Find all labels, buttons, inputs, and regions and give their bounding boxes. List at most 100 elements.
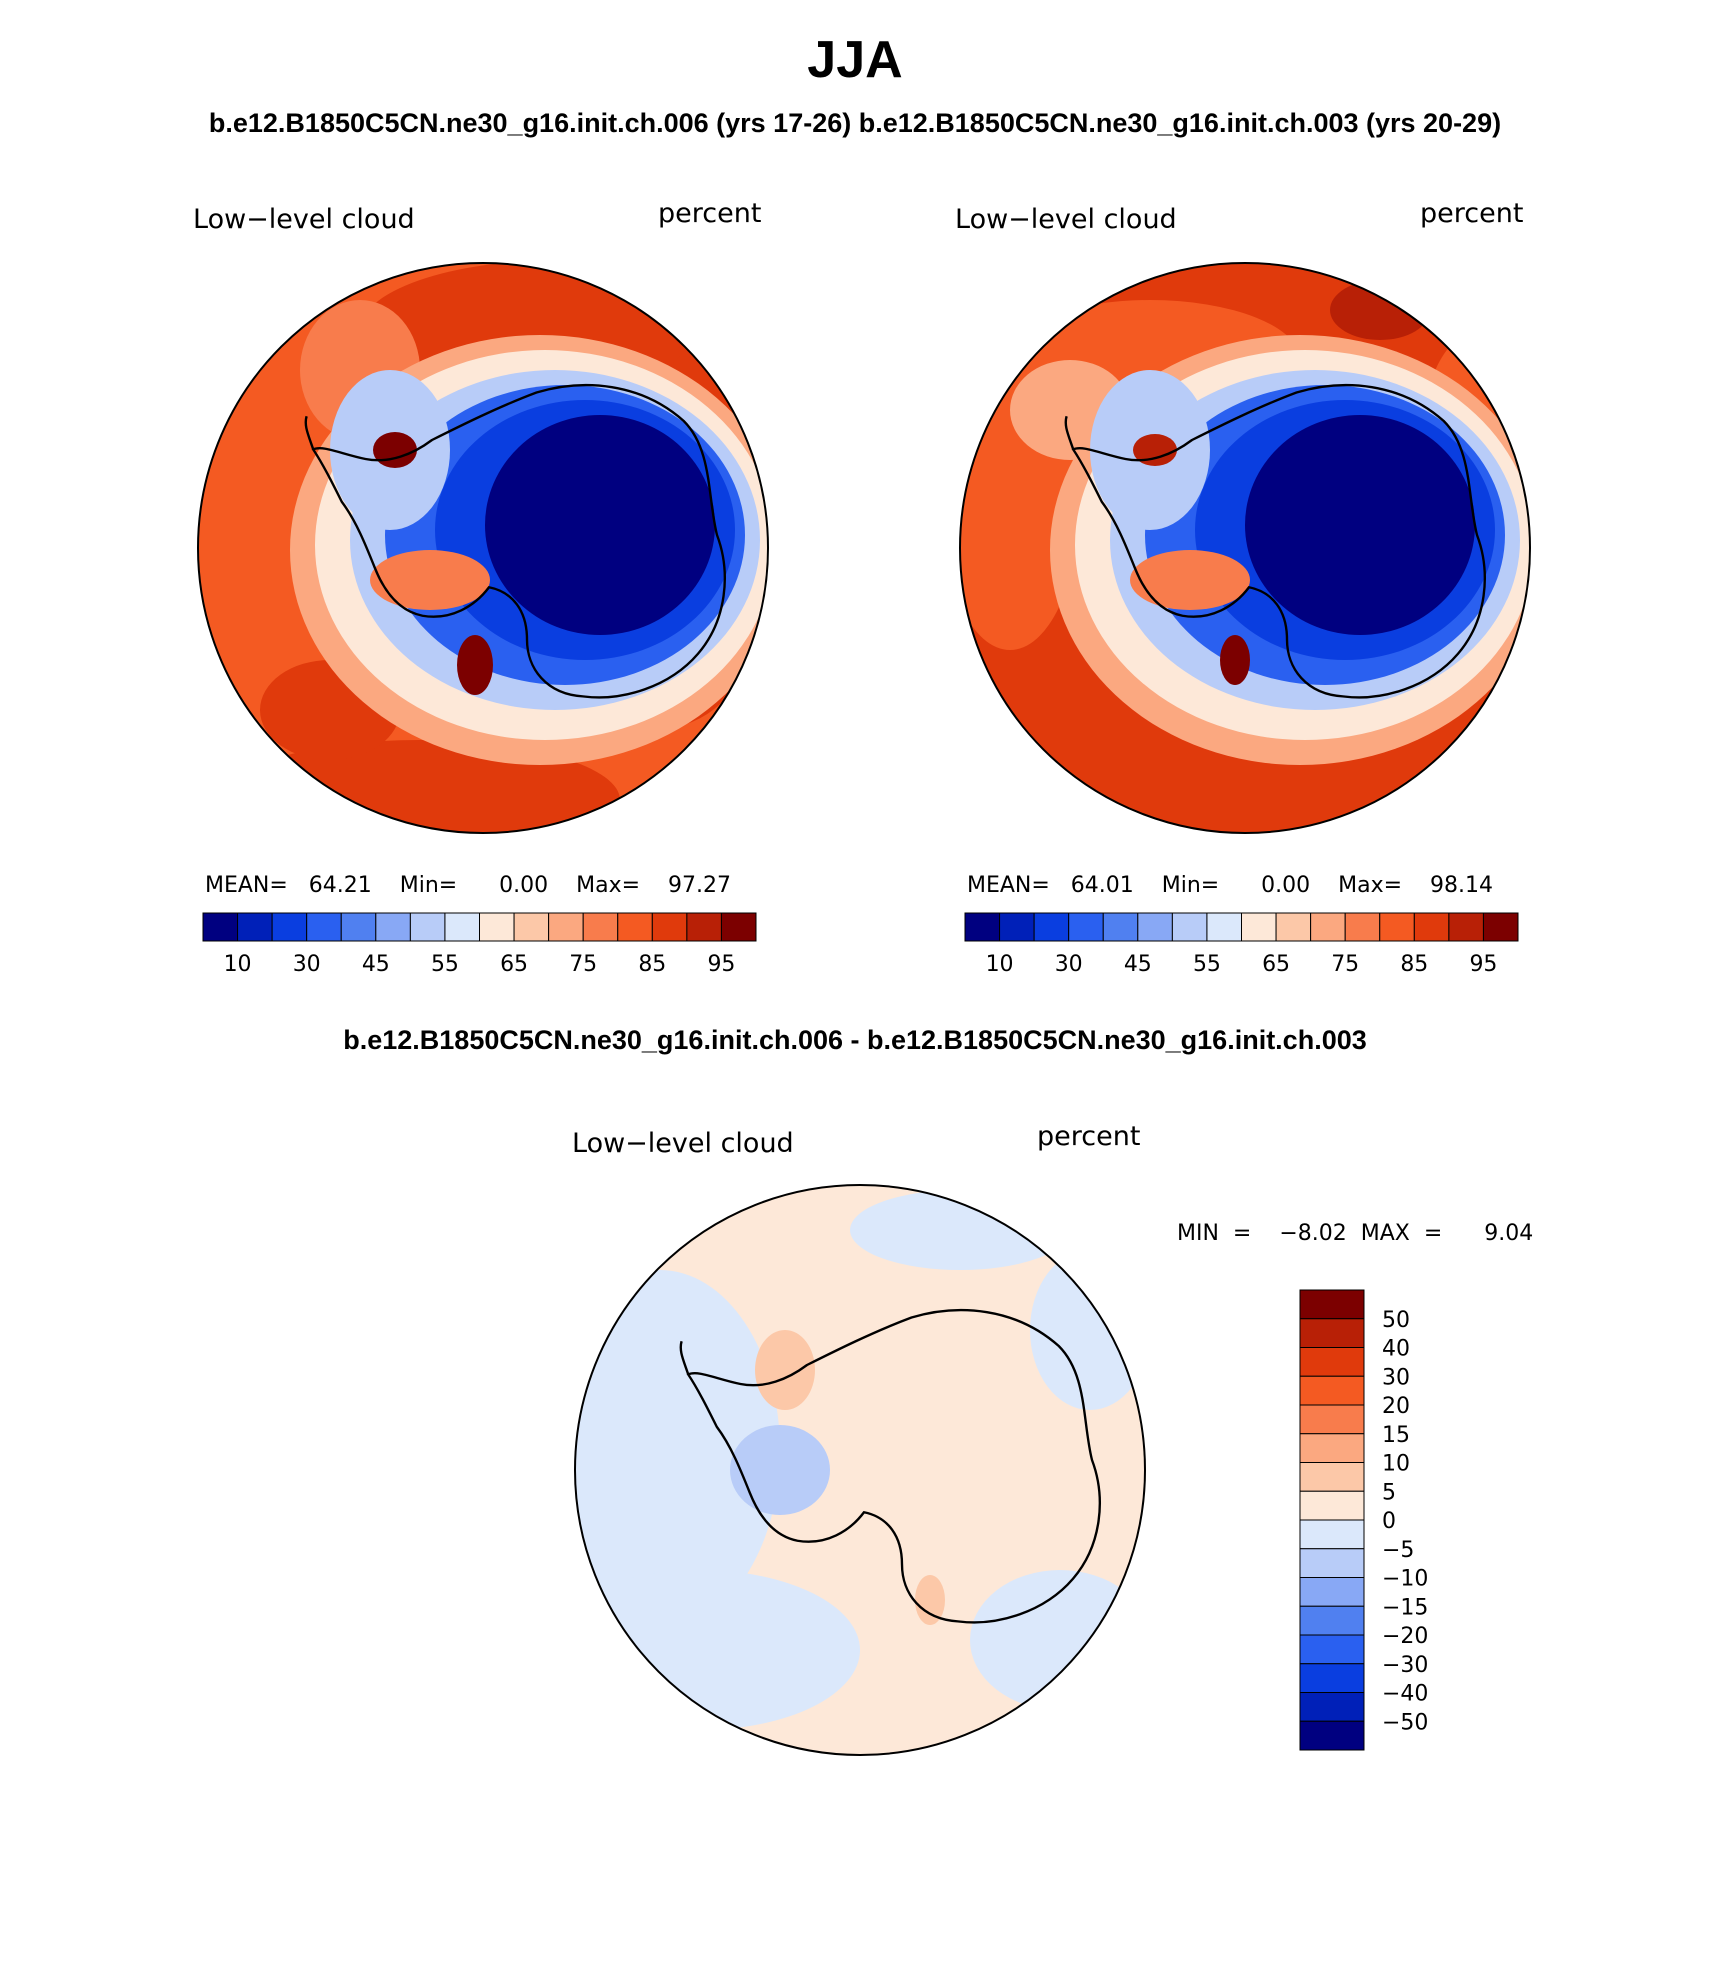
- colorbar-swatch: [375, 912, 411, 942]
- case-map-panel: Low−level cloud percent MEAN= 64.21 Min=: [193, 198, 769, 977]
- colorbar-swatch: [617, 912, 653, 942]
- colorbar-swatch: [1241, 912, 1277, 942]
- difference-stats: MIN = −8.02 MAX = 9.04: [1177, 1221, 1533, 1246]
- control-map-panel: Low−level cloud percent MEAN= 64.01 Min=…: [955, 198, 1531, 977]
- colorbar-swatch: [409, 912, 446, 942]
- control-stats: MEAN= 64.01 Min= 0.00 Max= 98.14: [967, 873, 1493, 898]
- difference-map-panel: Low−level cloud percent MIN = −8.02 MAX …: [572, 1121, 1533, 1756]
- colorbar-tick-label: 50: [1382, 1308, 1410, 1333]
- control-units-label: percent: [1420, 198, 1523, 229]
- colorbar-tick-label: 30: [1382, 1365, 1410, 1390]
- colorbar-swatch: [999, 912, 1035, 942]
- colorbar-tick-label: 65: [500, 952, 528, 977]
- colorbar-tick-label: 10: [224, 952, 252, 977]
- difference-cloud-field: [575, 1185, 1145, 1755]
- case-cloud-field: [198, 263, 768, 833]
- colorbar-tick-label: −20: [1382, 1624, 1428, 1649]
- colorbar-swatch: [1068, 912, 1104, 942]
- colorbar-swatch: [1299, 1347, 1365, 1377]
- colorbar-swatch: [1171, 912, 1208, 942]
- diff-units-label: percent: [1037, 1121, 1140, 1152]
- colorbar-swatch: [237, 912, 273, 942]
- colorbar-swatch: [271, 912, 308, 942]
- colorbar-swatch: [1299, 1462, 1365, 1492]
- control-colorbar: 10 30 45 55 65 75 85 95: [964, 912, 1519, 977]
- colorbar-swatch: [1299, 1720, 1365, 1751]
- colorbar-swatch: [582, 912, 619, 942]
- colorbar-swatch: [1033, 912, 1070, 942]
- case-colorbar: 10 30 45 55 65 75 85 95: [202, 912, 757, 977]
- colorbar-tick-label: −15: [1382, 1595, 1428, 1620]
- colorbar-swatch: [1299, 1692, 1365, 1722]
- diff-variable-label: Low−level cloud: [572, 1128, 794, 1159]
- control-map-border: [959, 262, 1531, 834]
- colorbar-swatch: [1299, 1634, 1365, 1665]
- colorbar-swatch: [964, 912, 1001, 942]
- colorbar-swatch: [1299, 1375, 1365, 1406]
- difference-title: b.e12.B1850C5CN.ne30_g16.init.ch.006 - b…: [343, 1025, 1367, 1055]
- case-map-border: [197, 262, 769, 834]
- colorbar-swatch: [1299, 1577, 1365, 1607]
- control-variable-label: Low−level cloud: [955, 204, 1177, 235]
- colorbar-swatch: [1299, 1519, 1365, 1550]
- colorbar-swatch: [1299, 1289, 1365, 1320]
- colorbar-swatch: [1299, 1490, 1365, 1521]
- colorbar-tick-label: 40: [1382, 1337, 1410, 1362]
- colorbar-tick-label: 55: [1193, 952, 1221, 977]
- colorbar-tick-label: 45: [1124, 952, 1152, 977]
- colorbar-tick-label: −30: [1382, 1653, 1428, 1678]
- difference-map-border: [574, 1184, 1146, 1756]
- colorbar-swatch: [340, 912, 377, 942]
- colorbar-swatch: [1102, 912, 1139, 942]
- colorbar-tick-label: −10: [1382, 1567, 1428, 1592]
- colorbar-tick-label: 95: [1469, 952, 1497, 977]
- colorbar-swatch: [1344, 912, 1381, 942]
- colorbar-swatch: [1299, 1548, 1365, 1578]
- colorbar-swatch: [202, 912, 239, 942]
- colorbar-tick-label: −40: [1382, 1682, 1428, 1707]
- colorbar-tick-label: 0: [1382, 1509, 1396, 1534]
- run-titles: b.e12.B1850C5CN.ne30_g16.init.ch.006 (yr…: [0, 108, 1710, 139]
- colorbar-swatch: [306, 912, 342, 942]
- case-run-title: b.e12.B1850C5CN.ne30_g16.init.ch.006 (yr…: [208, 108, 852, 138]
- colorbar-swatch: [686, 912, 722, 942]
- colorbar-swatch: [479, 912, 515, 942]
- colorbar-tick-label: 75: [569, 952, 597, 977]
- colorbar-tick-label: 30: [293, 952, 321, 977]
- colorbar-tick-label: −50: [1382, 1710, 1428, 1735]
- colorbar-swatch: [1413, 912, 1450, 942]
- colorbar-tick-label: 55: [431, 952, 459, 977]
- colorbar-tick-label: 75: [1331, 952, 1359, 977]
- colorbar-tick-label: 65: [1262, 952, 1290, 977]
- colorbar-swatch: [1310, 912, 1346, 942]
- colorbar-swatch: [1299, 1318, 1365, 1348]
- case-stats: MEAN= 64.21 Min= 0.00 Max= 97.27: [205, 873, 731, 898]
- control-run-title: b.e12.B1850C5CN.ne30_g16.init.ch.003 (yr…: [858, 108, 1502, 138]
- colorbar-tick-label: 45: [362, 952, 390, 977]
- colorbar-tick-label: 95: [707, 952, 735, 977]
- colorbar-tick-label: 15: [1382, 1423, 1410, 1448]
- control-cloud-field: [960, 263, 1530, 833]
- colorbar-tick-label: 5: [1382, 1480, 1396, 1505]
- colorbar-swatch: [1379, 912, 1415, 942]
- colorbar-swatch: [1275, 912, 1312, 942]
- colorbar-swatch: [651, 912, 688, 942]
- colorbar-swatch: [720, 912, 757, 942]
- colorbar-tick-label: 10: [986, 952, 1014, 977]
- figure-title: JJA: [807, 31, 903, 89]
- colorbar-swatch: [1482, 912, 1519, 942]
- colorbar-swatch: [1299, 1404, 1365, 1435]
- colorbar-swatch: [444, 912, 480, 942]
- case-units-label: percent: [658, 198, 761, 229]
- colorbar-tick-label: 85: [638, 952, 666, 977]
- colorbar-swatch: [548, 912, 584, 942]
- colorbar-tick-label: −5: [1382, 1538, 1414, 1563]
- colorbar-swatch: [1299, 1605, 1365, 1636]
- colorbar-swatch: [1299, 1433, 1365, 1463]
- colorbar-swatch: [1448, 912, 1484, 942]
- case-variable-label: Low−level cloud: [193, 204, 415, 235]
- colorbar-tick-label: 10: [1382, 1452, 1410, 1477]
- colorbar-swatch: [1206, 912, 1242, 942]
